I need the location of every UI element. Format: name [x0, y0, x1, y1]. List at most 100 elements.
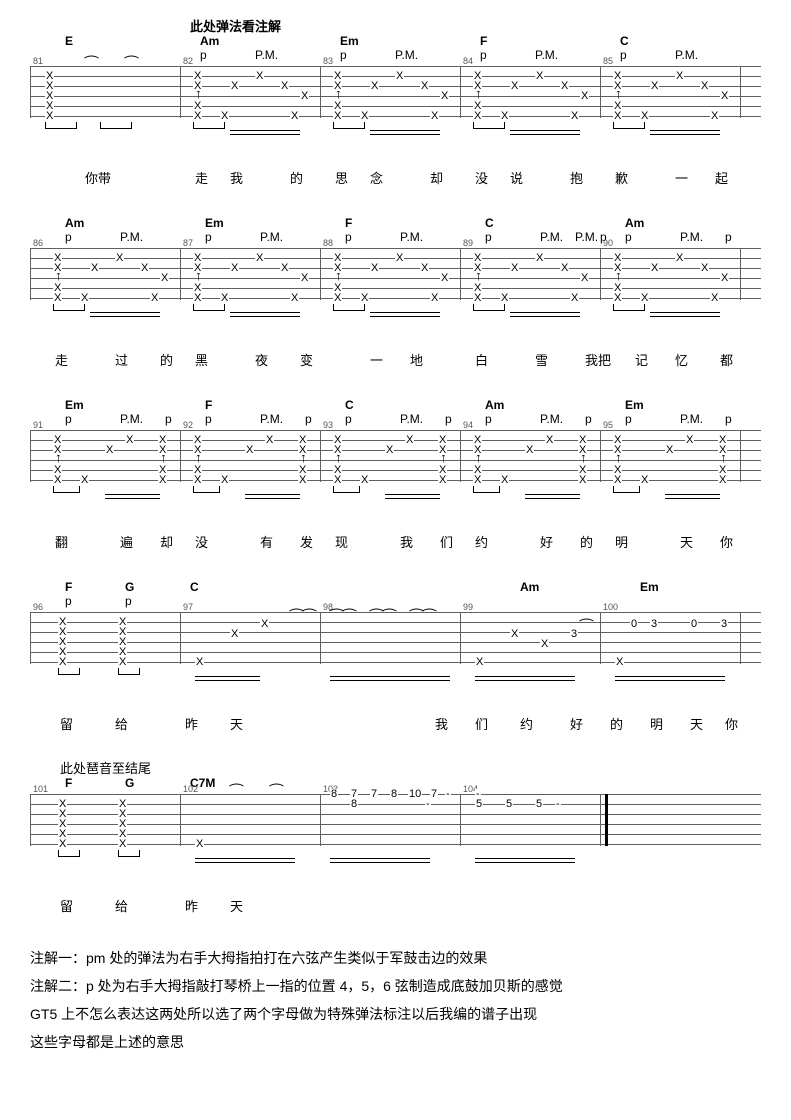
- measure-number: 97: [183, 602, 193, 612]
- technique-label: p: [65, 230, 72, 244]
- tab-note: X: [80, 293, 89, 303]
- lyrics-row: 走 过 的 黑 夜 变 一 地 白 雪 我把 记 忆 都: [30, 350, 761, 368]
- rhythm-beam: [330, 858, 430, 863]
- tab-note: X: [613, 263, 622, 273]
- lyric: 你: [720, 532, 733, 551]
- rhythm-beam: [615, 676, 725, 681]
- annotation-text: 此处琶音至结尾: [60, 758, 151, 777]
- lyric: 忆: [675, 350, 688, 369]
- lyric: 天: [230, 896, 243, 915]
- lyric: 给: [115, 896, 128, 915]
- technique-label: P.M.: [395, 48, 418, 62]
- lyric: 遍: [120, 532, 133, 551]
- tab-note: X: [220, 293, 229, 303]
- rhythm-bracket: [193, 486, 220, 493]
- tab-note: X: [195, 657, 204, 667]
- measure-number: 92: [183, 420, 193, 430]
- tab-note: X: [613, 293, 622, 303]
- technique-label: p: [165, 412, 172, 426]
- rhythm-bracket: [613, 122, 645, 129]
- lyric: 你: [725, 714, 738, 733]
- tab-row-5: 此处琶音至结尾 F G C7M 101 102 103 104 ↑ XXXXX …: [30, 762, 761, 914]
- tab-note: X: [265, 435, 274, 445]
- rhythm-bracket: [473, 122, 505, 129]
- technique-label: P.M.: [120, 230, 143, 244]
- tab-note: X: [718, 445, 727, 455]
- lyric: 的: [580, 532, 593, 551]
- tab-note: X: [510, 629, 519, 639]
- technique-label: P.M.: [260, 230, 283, 244]
- chord-label: C: [620, 34, 629, 48]
- lyric: 没: [195, 532, 208, 551]
- lyric: 却: [430, 168, 443, 187]
- tab-note: X: [90, 263, 99, 273]
- tab-note: X: [300, 273, 309, 283]
- lyric: 们: [440, 532, 453, 551]
- tab-lines: [30, 430, 761, 482]
- chord-label: E: [65, 34, 73, 48]
- rhythm-beam: [245, 494, 300, 499]
- tab-note: X: [473, 81, 482, 91]
- rhythm-bracket: [100, 122, 132, 129]
- tab-note: X: [298, 445, 307, 455]
- rhythm-beam: [230, 130, 300, 135]
- tab-note: X: [710, 293, 719, 303]
- measure-number: 100: [603, 602, 618, 612]
- tab-note: X: [360, 475, 369, 485]
- tab-note: X: [475, 657, 484, 667]
- tab-note: X: [395, 71, 404, 81]
- chord-label: Em: [625, 398, 644, 412]
- technique-label: P.M.: [675, 48, 698, 62]
- tab-note: X: [640, 293, 649, 303]
- tab-note: X: [720, 91, 729, 101]
- tab-note: X: [473, 111, 482, 121]
- lyric: 雪: [535, 350, 548, 369]
- lyric: 留: [60, 896, 73, 915]
- lyric: 我: [230, 168, 243, 187]
- tab-note: X: [473, 445, 482, 455]
- tab-note: X: [718, 475, 727, 485]
- measure-number: 82: [183, 56, 193, 66]
- tab-note: X: [245, 445, 254, 455]
- lyric: 天: [680, 532, 693, 551]
- tab-note: X: [280, 263, 289, 273]
- annotation-row: 此处弹法看注解: [30, 20, 761, 34]
- tab-note: X: [158, 445, 167, 455]
- lyric: 一: [675, 168, 688, 187]
- tab-note: X: [700, 263, 709, 273]
- chord-label: Em: [340, 34, 359, 48]
- tab-note: X: [193, 81, 202, 91]
- note-line: GT5 上不怎么表达这两处所以选了两个字母做为特殊弹法标注以后我编的谱子出现: [30, 1000, 761, 1028]
- chord-label: F: [480, 34, 487, 48]
- lyric: 我把: [585, 350, 611, 369]
- lyric: 发: [300, 532, 313, 551]
- rhythm-beam: [90, 312, 160, 317]
- lyrics-row: 翻 遍 却 没 有 发 现 我 们 约 好 的 明 天 你: [30, 532, 761, 550]
- technique-label: p: [445, 412, 452, 426]
- tab-row-2: Am Em F C Am p P.M. p P.M. p P.M. p P.M.…: [30, 216, 761, 368]
- tab-note: X: [720, 273, 729, 283]
- notes-section: 注解一：pm 处的弹法为右手大拇指拍打在六弦产生类似于军鼓击边的效果 注解二：p…: [30, 944, 761, 1056]
- tab-note: X: [160, 273, 169, 283]
- technique-label: p: [480, 48, 487, 62]
- rhythm-bracket: [333, 122, 365, 129]
- rhythm-beam: [195, 676, 260, 681]
- tab-note: X: [290, 293, 299, 303]
- lyric: 的: [290, 168, 303, 187]
- tie-mark: ⁀⁀: [410, 615, 436, 623]
- tab-note: 8: [390, 789, 398, 799]
- lyric: 的: [610, 714, 623, 733]
- tab-note: X: [370, 81, 379, 91]
- lyric: 你带: [85, 168, 111, 187]
- beam-row: [30, 850, 761, 868]
- tie-mark: ⁀: [85, 62, 98, 70]
- rhythm-beam: [650, 312, 720, 317]
- lyric: 昨: [185, 896, 198, 915]
- note-line: 这些字母都是上述的意思: [30, 1028, 761, 1056]
- technique-label: P.M.: [680, 412, 703, 426]
- tab-note: X: [685, 435, 694, 445]
- lyric: 我: [400, 532, 413, 551]
- technique-label: p: [205, 230, 212, 244]
- tab-note: X: [430, 293, 439, 303]
- technique-label: p: [65, 412, 72, 426]
